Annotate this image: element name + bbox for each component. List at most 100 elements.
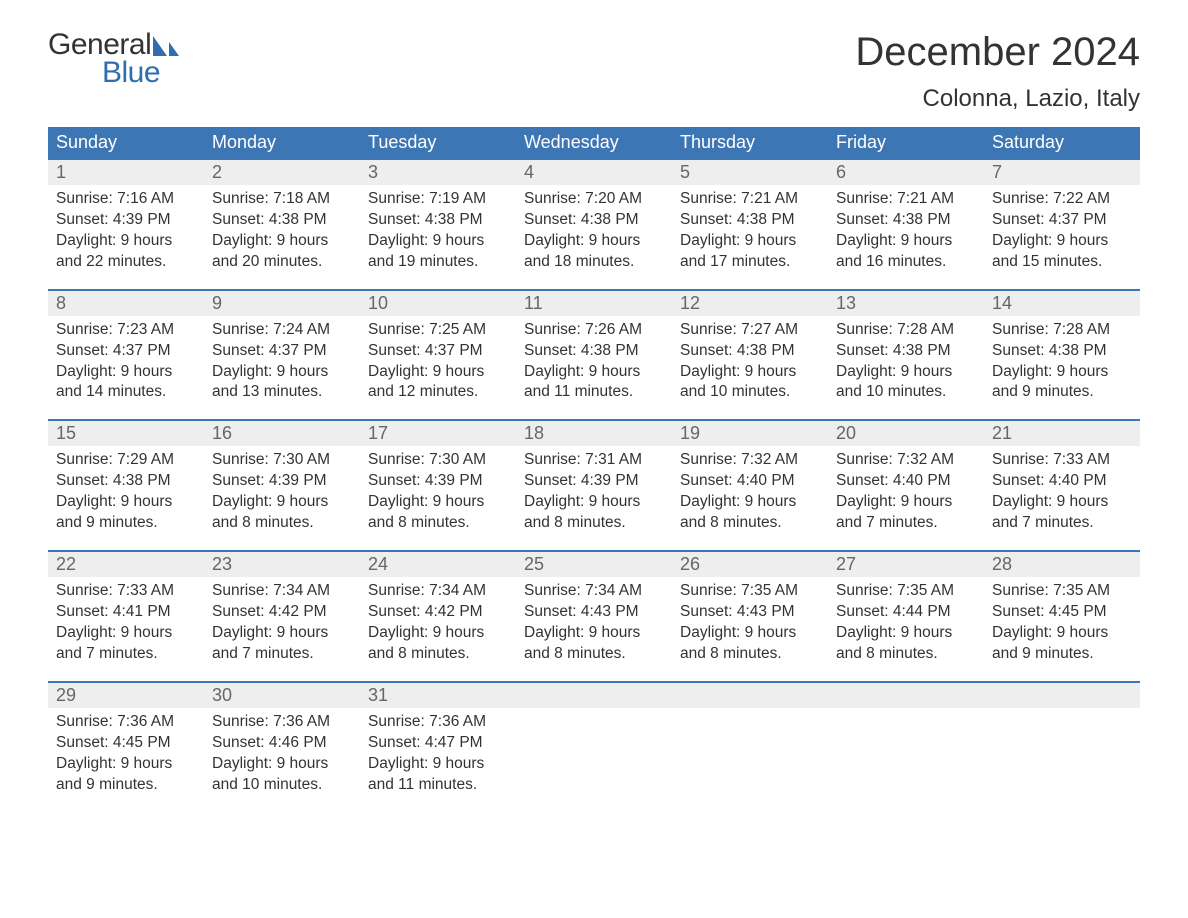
daylight-line2: and 7 minutes. (56, 644, 196, 665)
sunrise-text: Sunrise: 7:21 AM (836, 189, 976, 210)
day-number: 14 (984, 291, 1140, 316)
day-cell: 1Sunrise: 7:16 AMSunset: 4:39 PMDaylight… (48, 160, 204, 279)
day-body: Sunrise: 7:34 AMSunset: 4:43 PMDaylight:… (516, 577, 672, 671)
day-number: 25 (516, 552, 672, 577)
day-number: 6 (828, 160, 984, 185)
daylight-line1: Daylight: 9 hours (524, 362, 664, 383)
day-number: 18 (516, 421, 672, 446)
day-number: 19 (672, 421, 828, 446)
daylight-line2: and 8 minutes. (680, 513, 820, 534)
daylight-line2: and 20 minutes. (212, 252, 352, 273)
day-body: Sunrise: 7:33 AMSunset: 4:41 PMDaylight:… (48, 577, 204, 671)
sunrise-text: Sunrise: 7:30 AM (368, 450, 508, 471)
sunset-text: Sunset: 4:38 PM (368, 210, 508, 231)
sunset-text: Sunset: 4:43 PM (680, 602, 820, 623)
location-label: Colonna, Lazio, Italy (855, 85, 1140, 113)
daylight-line2: and 18 minutes. (524, 252, 664, 273)
sunrise-text: Sunrise: 7:36 AM (56, 712, 196, 733)
day-body: Sunrise: 7:35 AMSunset: 4:43 PMDaylight:… (672, 577, 828, 671)
header: General Blue December 2024 Colonna, Lazi… (48, 30, 1140, 113)
sunrise-text: Sunrise: 7:30 AM (212, 450, 352, 471)
daylight-line2: and 8 minutes. (368, 513, 508, 534)
day-number: 12 (672, 291, 828, 316)
day-number: 2 (204, 160, 360, 185)
day-cell: 6Sunrise: 7:21 AMSunset: 4:38 PMDaylight… (828, 160, 984, 279)
sunrise-text: Sunrise: 7:18 AM (212, 189, 352, 210)
daylight-line2: and 16 minutes. (836, 252, 976, 273)
day-body: Sunrise: 7:24 AMSunset: 4:37 PMDaylight:… (204, 316, 360, 410)
day-body: Sunrise: 7:20 AMSunset: 4:38 PMDaylight:… (516, 185, 672, 279)
daylight-line1: Daylight: 9 hours (212, 754, 352, 775)
sunset-text: Sunset: 4:38 PM (680, 341, 820, 362)
day-number: 29 (48, 683, 204, 708)
week-row: 29Sunrise: 7:36 AMSunset: 4:45 PMDayligh… (48, 681, 1140, 802)
daylight-line1: Daylight: 9 hours (212, 623, 352, 644)
week-row: 1Sunrise: 7:16 AMSunset: 4:39 PMDaylight… (48, 158, 1140, 279)
day-cell: 16Sunrise: 7:30 AMSunset: 4:39 PMDayligh… (204, 421, 360, 540)
day-cell: 3Sunrise: 7:19 AMSunset: 4:38 PMDaylight… (360, 160, 516, 279)
day-number: 1 (48, 160, 204, 185)
weekday-header: Monday (204, 127, 360, 158)
day-body: Sunrise: 7:32 AMSunset: 4:40 PMDaylight:… (828, 446, 984, 540)
day-cell (984, 683, 1140, 802)
daylight-line1: Daylight: 9 hours (836, 492, 976, 513)
day-cell: 8Sunrise: 7:23 AMSunset: 4:37 PMDaylight… (48, 291, 204, 410)
day-cell: 21Sunrise: 7:33 AMSunset: 4:40 PMDayligh… (984, 421, 1140, 540)
sunrise-text: Sunrise: 7:16 AM (56, 189, 196, 210)
daylight-line2: and 7 minutes. (992, 513, 1132, 534)
day-number (672, 683, 828, 708)
day-cell: 24Sunrise: 7:34 AMSunset: 4:42 PMDayligh… (360, 552, 516, 671)
day-number: 3 (360, 160, 516, 185)
day-number: 21 (984, 421, 1140, 446)
day-body: Sunrise: 7:32 AMSunset: 4:40 PMDaylight:… (672, 446, 828, 540)
sunrise-text: Sunrise: 7:33 AM (56, 581, 196, 602)
day-cell: 13Sunrise: 7:28 AMSunset: 4:38 PMDayligh… (828, 291, 984, 410)
sunset-text: Sunset: 4:42 PM (212, 602, 352, 623)
sunrise-text: Sunrise: 7:28 AM (836, 320, 976, 341)
day-body: Sunrise: 7:36 AMSunset: 4:45 PMDaylight:… (48, 708, 204, 802)
sunrise-text: Sunrise: 7:33 AM (992, 450, 1132, 471)
sunset-text: Sunset: 4:37 PM (992, 210, 1132, 231)
day-body: Sunrise: 7:34 AMSunset: 4:42 PMDaylight:… (204, 577, 360, 671)
daylight-line2: and 8 minutes. (524, 644, 664, 665)
sunset-text: Sunset: 4:41 PM (56, 602, 196, 623)
daylight-line1: Daylight: 9 hours (992, 492, 1132, 513)
day-number: 15 (48, 421, 204, 446)
daylight-line2: and 14 minutes. (56, 382, 196, 403)
daylight-line2: and 10 minutes. (680, 382, 820, 403)
week-row: 8Sunrise: 7:23 AMSunset: 4:37 PMDaylight… (48, 289, 1140, 410)
sunrise-text: Sunrise: 7:21 AM (680, 189, 820, 210)
daylight-line1: Daylight: 9 hours (56, 362, 196, 383)
sunset-text: Sunset: 4:38 PM (524, 341, 664, 362)
day-cell: 9Sunrise: 7:24 AMSunset: 4:37 PMDaylight… (204, 291, 360, 410)
weekday-header-row: SundayMondayTuesdayWednesdayThursdayFrid… (48, 127, 1140, 158)
day-body: Sunrise: 7:31 AMSunset: 4:39 PMDaylight:… (516, 446, 672, 540)
sunset-text: Sunset: 4:37 PM (56, 341, 196, 362)
sunrise-text: Sunrise: 7:26 AM (524, 320, 664, 341)
day-cell: 11Sunrise: 7:26 AMSunset: 4:38 PMDayligh… (516, 291, 672, 410)
day-body: Sunrise: 7:35 AMSunset: 4:44 PMDaylight:… (828, 577, 984, 671)
daylight-line2: and 10 minutes. (212, 775, 352, 796)
daylight-line1: Daylight: 9 hours (368, 754, 508, 775)
sunrise-text: Sunrise: 7:31 AM (524, 450, 664, 471)
daylight-line1: Daylight: 9 hours (212, 362, 352, 383)
day-body: Sunrise: 7:19 AMSunset: 4:38 PMDaylight:… (360, 185, 516, 279)
day-cell: 31Sunrise: 7:36 AMSunset: 4:47 PMDayligh… (360, 683, 516, 802)
day-number: 17 (360, 421, 516, 446)
logo: General Blue (48, 30, 179, 88)
daylight-line2: and 8 minutes. (212, 513, 352, 534)
sunset-text: Sunset: 4:38 PM (836, 210, 976, 231)
sunset-text: Sunset: 4:39 PM (368, 471, 508, 492)
daylight-line2: and 17 minutes. (680, 252, 820, 273)
day-number (516, 683, 672, 708)
sunrise-text: Sunrise: 7:32 AM (836, 450, 976, 471)
day-body: Sunrise: 7:30 AMSunset: 4:39 PMDaylight:… (360, 446, 516, 540)
sunrise-text: Sunrise: 7:22 AM (992, 189, 1132, 210)
sunrise-text: Sunrise: 7:34 AM (212, 581, 352, 602)
daylight-line2: and 8 minutes. (524, 513, 664, 534)
sunset-text: Sunset: 4:38 PM (836, 341, 976, 362)
day-cell: 7Sunrise: 7:22 AMSunset: 4:37 PMDaylight… (984, 160, 1140, 279)
day-cell: 27Sunrise: 7:35 AMSunset: 4:44 PMDayligh… (828, 552, 984, 671)
day-number: 16 (204, 421, 360, 446)
daylight-line1: Daylight: 9 hours (680, 231, 820, 252)
